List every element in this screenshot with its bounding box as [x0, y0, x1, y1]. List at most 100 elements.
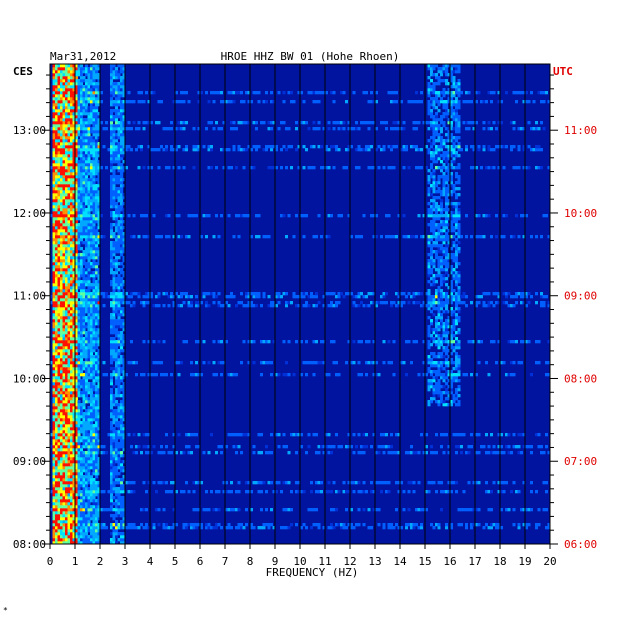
- heatmap-cell: [90, 358, 93, 362]
- heatmap-cell: [517, 451, 521, 455]
- heatmap-cell: [80, 205, 83, 209]
- heatmap-cell: [97, 274, 101, 278]
- heatmap-cell: [67, 475, 71, 479]
- heatmap-cell: [455, 271, 458, 275]
- heatmap-cell: [85, 238, 88, 242]
- heatmap-cell: [90, 253, 93, 257]
- heatmap-cell: [310, 361, 313, 365]
- heatmap-cell: [110, 352, 113, 356]
- heatmap-cell: [72, 265, 76, 269]
- heatmap-cell: [70, 295, 73, 299]
- heatmap-cell: [122, 214, 126, 218]
- heatmap-cell: [80, 181, 83, 185]
- heatmap-cell: [432, 379, 436, 383]
- heatmap-cell: [95, 529, 98, 533]
- heatmap-cell: [447, 187, 451, 191]
- heatmap-cell: [115, 271, 118, 275]
- heatmap-cell: [70, 289, 73, 293]
- heatmap-cell: [90, 460, 93, 464]
- heatmap-cell: [117, 538, 121, 542]
- heatmap-cell: [342, 523, 346, 527]
- heatmap-cell: [455, 250, 458, 254]
- heatmap-cell: [255, 214, 258, 218]
- heatmap-cell: [380, 481, 383, 485]
- heatmap-cell: [145, 526, 148, 530]
- heatmap-cell: [112, 487, 116, 491]
- heatmap-cell: [440, 280, 443, 284]
- heatmap-cell: [82, 304, 86, 308]
- heatmap-cell: [57, 511, 61, 515]
- heatmap-cell: [187, 235, 191, 239]
- heatmap-cell: [445, 256, 448, 260]
- heatmap-cell: [110, 448, 113, 452]
- heatmap-cell: [72, 319, 76, 323]
- heatmap-cell: [112, 430, 116, 434]
- heatmap-cell: [240, 361, 243, 365]
- heatmap-cell: [60, 313, 63, 317]
- heatmap-cell: [65, 415, 68, 419]
- heatmap-cell: [72, 370, 76, 374]
- heatmap-cell: [60, 511, 63, 515]
- heatmap-cell: [452, 259, 456, 263]
- heatmap-cell: [500, 361, 503, 365]
- heatmap-cell: [450, 247, 453, 251]
- heatmap-cell: [55, 226, 58, 230]
- heatmap-cell: [445, 253, 448, 257]
- heatmap-cell: [430, 226, 433, 230]
- heatmap-cell: [90, 493, 93, 497]
- heatmap-cell: [455, 301, 458, 305]
- heatmap-cell: [455, 397, 458, 401]
- heatmap-cell: [205, 214, 208, 218]
- heatmap-cell: [450, 256, 453, 260]
- heatmap-cell: [52, 223, 56, 227]
- heatmap-cell: [77, 406, 81, 410]
- heatmap-cell: [472, 523, 476, 527]
- heatmap-cell: [67, 532, 71, 536]
- heatmap-cell: [97, 298, 101, 302]
- heatmap-cell: [70, 190, 73, 194]
- heatmap-cell: [65, 538, 68, 542]
- heatmap-cell: [52, 274, 56, 278]
- heatmap-cell: [445, 214, 448, 218]
- heatmap-cell: [107, 508, 111, 512]
- heatmap-cell: [400, 304, 403, 308]
- heatmap-cell: [67, 226, 71, 230]
- heatmap-cell: [525, 292, 528, 296]
- heatmap-cell: [52, 415, 56, 419]
- heatmap-cell: [112, 481, 116, 485]
- heatmap-cell: [515, 214, 518, 218]
- heatmap-cell: [442, 247, 446, 251]
- heatmap-cell: [77, 427, 81, 431]
- heatmap-cell: [455, 490, 458, 494]
- heatmap-cell: [97, 307, 101, 311]
- heatmap-cell: [75, 253, 78, 257]
- heatmap-cell: [285, 235, 288, 239]
- heatmap-cell: [90, 310, 93, 314]
- heatmap-cell: [417, 214, 421, 218]
- heatmap-cell: [60, 340, 63, 344]
- heatmap-cell: [55, 400, 58, 404]
- heatmap-cell: [92, 457, 96, 461]
- heatmap-cell: [360, 373, 363, 377]
- heatmap-cell: [80, 496, 83, 500]
- heatmap-cell: [60, 481, 63, 485]
- heatmap-cell: [110, 175, 113, 179]
- heatmap-cell: [117, 427, 121, 431]
- heatmap-cell: [535, 292, 538, 296]
- heatmap-cell: [70, 211, 73, 215]
- heatmap-cell: [77, 499, 81, 503]
- heatmap-cell: [82, 355, 86, 359]
- heatmap-cell: [112, 496, 116, 500]
- heatmap-cell: [92, 277, 96, 281]
- heatmap-cell: [282, 526, 286, 530]
- heatmap-cell: [70, 418, 73, 422]
- heatmap-cell: [67, 208, 71, 212]
- heatmap-cell: [75, 358, 78, 362]
- heatmap-cell: [450, 331, 453, 335]
- heatmap-cell: [85, 535, 88, 539]
- heatmap-cell: [112, 259, 116, 263]
- heatmap-cell: [542, 295, 546, 299]
- heatmap-cell: [425, 373, 428, 377]
- heatmap-cell: [65, 205, 68, 209]
- heatmap-cell: [97, 181, 101, 185]
